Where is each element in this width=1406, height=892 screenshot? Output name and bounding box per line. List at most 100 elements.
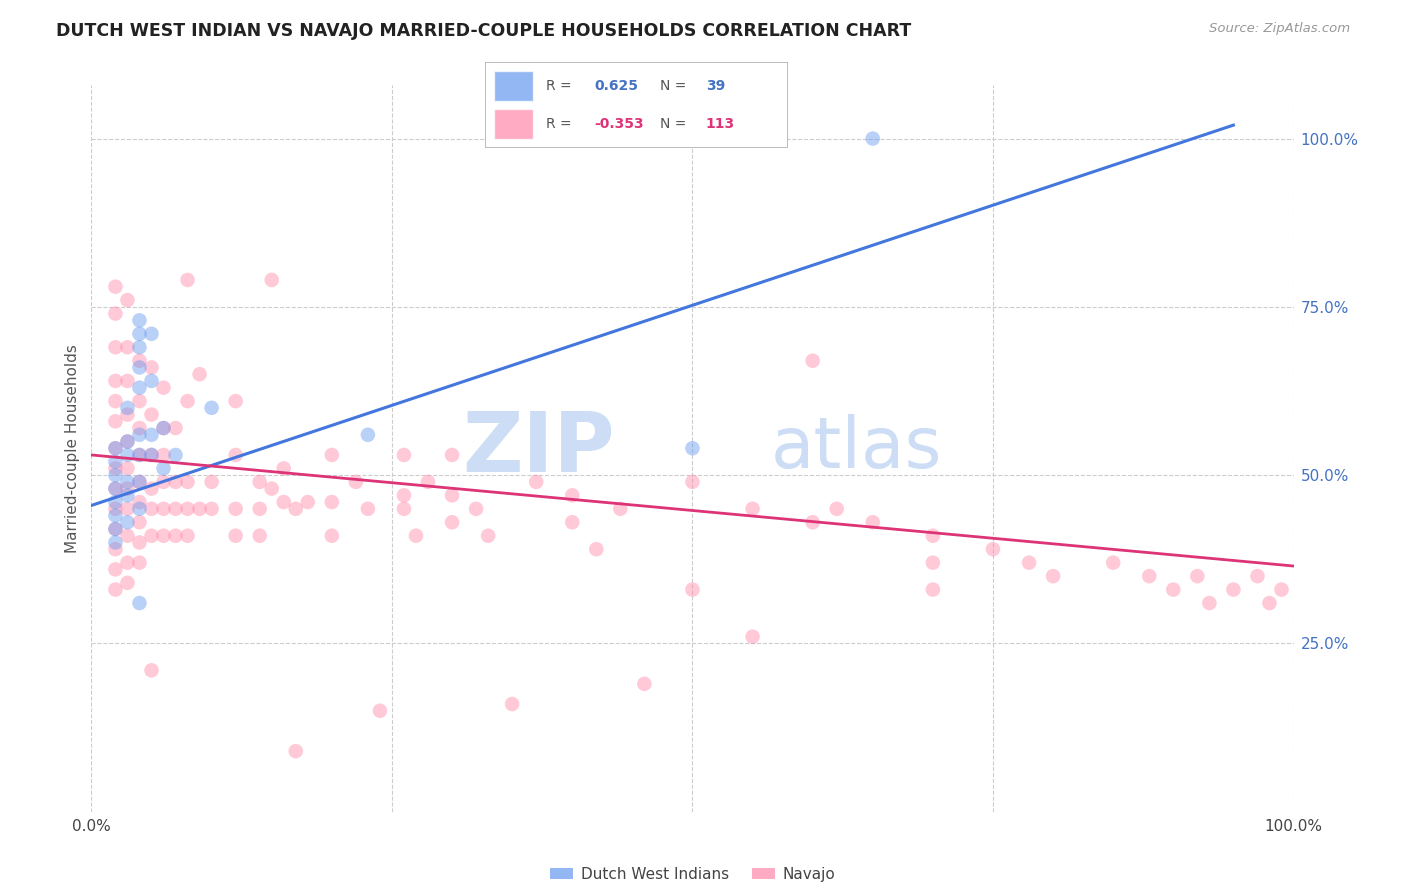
Text: ZIP: ZIP <box>461 408 614 489</box>
Point <box>141 501 163 516</box>
Point <box>284 501 307 516</box>
Point <box>249 501 271 516</box>
Point <box>165 421 187 435</box>
Point <box>165 501 187 516</box>
Point <box>176 475 198 489</box>
Point <box>633 677 655 691</box>
Point <box>128 495 150 509</box>
Point <box>152 529 174 543</box>
Point <box>104 455 127 469</box>
Point <box>176 529 198 543</box>
Point <box>284 744 307 758</box>
Point <box>165 448 187 462</box>
Text: N =: N = <box>661 78 692 93</box>
Text: R =: R = <box>546 78 575 93</box>
Text: 113: 113 <box>706 117 735 131</box>
Point <box>104 501 127 516</box>
Point <box>128 475 150 489</box>
Point <box>188 501 211 516</box>
Point <box>176 394 198 409</box>
Text: DUTCH WEST INDIAN VS NAVAJO MARRIED-COUPLE HOUSEHOLDS CORRELATION CHART: DUTCH WEST INDIAN VS NAVAJO MARRIED-COUP… <box>56 22 911 40</box>
Point <box>141 326 163 341</box>
Point <box>104 279 127 293</box>
Point <box>201 501 224 516</box>
Point <box>104 535 127 549</box>
Point <box>165 529 187 543</box>
Point <box>117 488 139 502</box>
Point <box>416 475 439 489</box>
Bar <box>494 71 533 101</box>
Point <box>128 516 150 530</box>
Legend: Dutch West Indians, Navajo: Dutch West Indians, Navajo <box>544 861 841 888</box>
Point <box>141 664 163 678</box>
Point <box>681 475 703 489</box>
Point <box>440 516 463 530</box>
Point <box>981 542 1004 557</box>
Point <box>141 448 163 462</box>
Point <box>128 394 150 409</box>
Point <box>152 501 174 516</box>
Point <box>117 556 139 570</box>
Point <box>141 482 163 496</box>
Point <box>128 596 150 610</box>
Text: Source: ZipAtlas.com: Source: ZipAtlas.com <box>1209 22 1350 36</box>
Point <box>922 529 945 543</box>
Point <box>681 442 703 455</box>
Point <box>862 131 884 145</box>
Point <box>357 501 380 516</box>
Point <box>141 448 163 462</box>
Point <box>524 475 547 489</box>
Point <box>128 313 150 327</box>
Text: R =: R = <box>546 117 575 131</box>
Point <box>128 535 150 549</box>
Point <box>117 401 139 415</box>
Point <box>117 461 139 475</box>
Point <box>201 401 224 415</box>
Point <box>225 501 247 516</box>
Point <box>825 501 848 516</box>
Point <box>104 340 127 354</box>
Point <box>465 501 488 516</box>
Point <box>117 434 139 449</box>
Point <box>188 367 211 381</box>
Point <box>141 427 163 442</box>
Point <box>104 374 127 388</box>
Point <box>152 461 174 475</box>
Point <box>440 448 463 462</box>
Text: 0.625: 0.625 <box>593 78 638 93</box>
Point <box>104 495 127 509</box>
Point <box>152 381 174 395</box>
Point <box>201 475 224 489</box>
Point <box>501 697 523 711</box>
Point <box>368 704 391 718</box>
Point <box>1246 569 1268 583</box>
Point <box>273 461 295 475</box>
Text: atlas: atlas <box>770 414 942 483</box>
Point <box>104 522 127 536</box>
Point <box>1137 569 1160 583</box>
Point <box>260 482 283 496</box>
Point <box>104 482 127 496</box>
Point <box>104 468 127 483</box>
Point <box>165 475 187 489</box>
Point <box>128 353 150 368</box>
Point <box>104 522 127 536</box>
Point <box>609 501 631 516</box>
Point <box>801 516 824 530</box>
Point <box>128 448 150 462</box>
Point <box>141 529 163 543</box>
Point <box>128 427 150 442</box>
Point <box>104 508 127 523</box>
Point <box>152 421 174 435</box>
Text: N =: N = <box>661 117 692 131</box>
Point <box>117 293 139 307</box>
Point <box>1258 596 1281 610</box>
Point <box>1042 569 1064 583</box>
Point <box>561 516 583 530</box>
Point <box>117 475 139 489</box>
Point <box>273 495 295 509</box>
Point <box>117 374 139 388</box>
Point <box>741 630 763 644</box>
Point <box>681 582 703 597</box>
Point <box>344 475 367 489</box>
